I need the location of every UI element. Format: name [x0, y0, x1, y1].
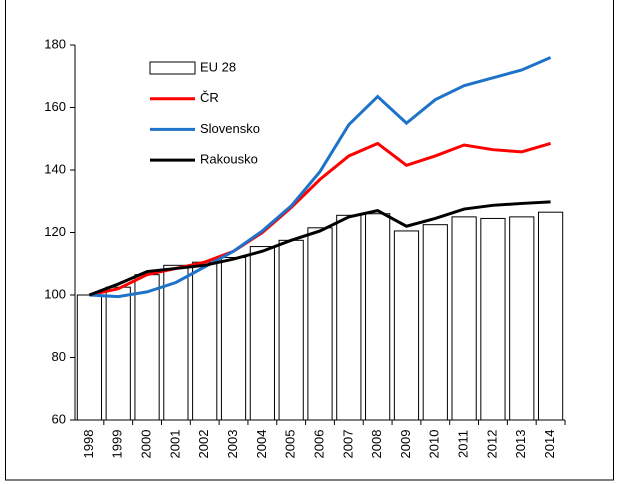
legend-label: Slovensko: [200, 121, 260, 136]
bar: [220, 257, 247, 421]
x-tick-label: 2009: [398, 430, 413, 459]
bar: [393, 230, 420, 421]
x-tick-label: 2004: [254, 430, 269, 459]
x-tick-label: 1998: [81, 430, 96, 459]
bar: [509, 216, 535, 421]
bar: [422, 224, 448, 421]
bar: [192, 261, 218, 421]
y-tick-label: 120: [44, 224, 66, 239]
x-tick-label: 2013: [513, 430, 528, 459]
legend-label: EU 28: [200, 59, 236, 74]
bar: [537, 211, 564, 421]
x-tick-label: 2010: [427, 430, 442, 459]
y-tick-label: 160: [44, 99, 66, 114]
legend-label: ČR: [200, 90, 219, 105]
bar: [480, 217, 506, 421]
x-tick-label: 2006: [311, 430, 326, 459]
bar: [249, 246, 275, 421]
legend-label: Rakousko: [200, 152, 258, 167]
bar: [163, 264, 189, 421]
x-tick-label: 2014: [542, 430, 557, 459]
x-tick-label: 2001: [167, 430, 182, 459]
y-tick-label: 180: [44, 36, 66, 51]
x-tick-label: 2007: [340, 430, 355, 459]
x-tick-label: 2012: [484, 430, 499, 459]
y-tick-label: 100: [44, 286, 66, 301]
bar: [105, 286, 131, 421]
bar: [134, 274, 160, 421]
y-tick-label: 80: [52, 349, 66, 364]
legend-swatch: [149, 61, 196, 75]
bar: [278, 239, 304, 421]
x-tick-label: 2008: [369, 430, 384, 459]
bar: [365, 213, 391, 421]
frame: [5, 0, 614, 481]
x-tick-label: 2003: [225, 430, 240, 459]
x-tick-label: 2002: [196, 430, 211, 459]
bar: [451, 216, 477, 421]
line: [88, 200, 551, 297]
x-tick-label: 1999: [110, 430, 125, 459]
line: [89, 56, 552, 299]
bar: [76, 294, 103, 421]
x-tick-label: 2000: [138, 430, 153, 459]
x-tick-label: 2011: [456, 430, 471, 458]
y-tick-label: 140: [44, 161, 66, 176]
x-tick-label: 2005: [283, 430, 298, 459]
bar: [307, 227, 333, 421]
y-tick-label: 60: [52, 411, 66, 426]
bar: [336, 214, 362, 421]
